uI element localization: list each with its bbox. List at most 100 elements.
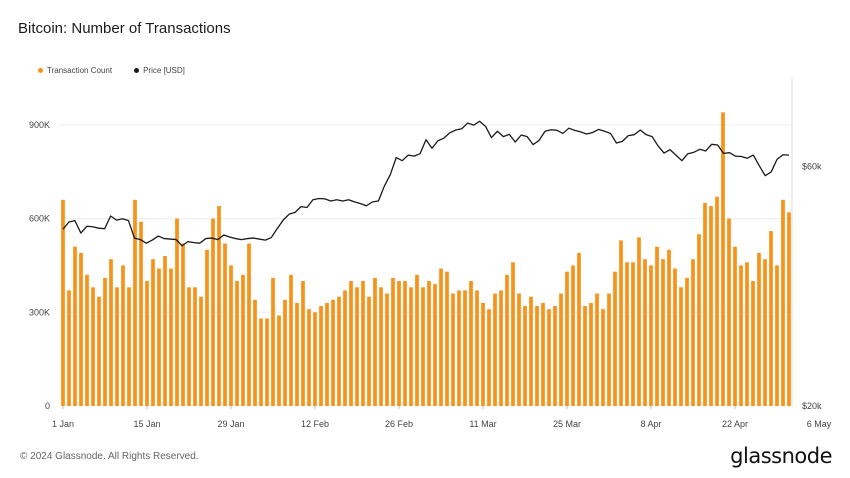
bar	[361, 281, 365, 406]
x-tick-label: 6 May	[807, 419, 832, 429]
bar	[529, 296, 533, 406]
x-tick-label: 29 Jan	[217, 419, 244, 429]
x-tick-label: 15 Jan	[133, 419, 160, 429]
bar	[379, 287, 383, 406]
legend-count-label: Transaction Count	[47, 66, 113, 75]
bar	[271, 277, 275, 406]
bar	[91, 287, 95, 406]
bar	[337, 296, 341, 406]
legend-item-price[interactable]: Price [USD]	[134, 66, 185, 75]
bar	[277, 315, 281, 406]
bar	[727, 218, 731, 406]
bar	[385, 293, 389, 406]
y-tick-label-left: 900K	[29, 120, 50, 130]
bar	[469, 281, 473, 406]
bar	[229, 265, 233, 406]
bar	[433, 284, 437, 406]
bar	[781, 199, 785, 406]
bar	[199, 296, 203, 406]
bar	[349, 281, 353, 406]
x-tick-label: 1 Jan	[52, 419, 74, 429]
bar	[211, 218, 215, 406]
bar	[661, 259, 665, 406]
bar	[223, 243, 227, 406]
bar	[787, 212, 791, 406]
bar	[295, 302, 299, 406]
bar	[709, 206, 713, 406]
bar	[151, 259, 155, 406]
bar	[451, 293, 455, 406]
legend-count-swatch	[38, 68, 43, 73]
bar	[157, 268, 161, 406]
bar	[85, 274, 89, 406]
bar	[607, 293, 611, 406]
legend-item-count[interactable]: Transaction Count	[38, 66, 112, 75]
bar	[763, 259, 767, 406]
y-tick-label-right: $20k	[802, 401, 822, 411]
y-tick-label-left: 600K	[29, 214, 50, 224]
bar	[73, 246, 77, 406]
bar	[373, 277, 377, 406]
bar	[703, 202, 707, 406]
bar	[181, 243, 185, 406]
bar	[121, 265, 125, 406]
bar	[289, 274, 293, 406]
bar	[565, 271, 569, 406]
bar	[715, 196, 719, 406]
bar	[253, 299, 257, 406]
bar	[169, 268, 173, 406]
chart-title: Bitcoin: Number of Transactions	[18, 20, 231, 37]
bar	[265, 318, 269, 406]
bar	[577, 252, 581, 406]
bar	[445, 271, 449, 406]
bar	[511, 262, 515, 406]
bar	[631, 262, 635, 406]
bar	[439, 268, 443, 406]
bar	[139, 221, 143, 406]
legend-price-swatch	[134, 68, 140, 73]
copyright: © 2024 Glassnode. All Rights Reserved.	[20, 451, 199, 462]
bar	[505, 274, 509, 406]
bar	[745, 262, 749, 406]
bar	[97, 296, 101, 406]
legend: Transaction Count Price [USD]	[38, 66, 185, 75]
bar	[247, 243, 251, 406]
bar	[547, 309, 551, 406]
bar	[583, 306, 587, 406]
x-tick-label: 26 Feb	[385, 419, 413, 429]
bar	[493, 293, 497, 406]
bar	[553, 306, 557, 406]
bar	[319, 306, 323, 406]
bar	[685, 277, 689, 406]
bar	[559, 293, 563, 406]
bar	[589, 302, 593, 406]
price-line	[62, 120, 790, 247]
bar	[415, 274, 419, 406]
bar	[481, 302, 485, 406]
bar	[403, 281, 407, 406]
bar	[637, 237, 641, 406]
bar	[487, 309, 491, 406]
bar	[757, 252, 761, 406]
bar	[109, 259, 113, 406]
bar	[721, 112, 725, 406]
bar	[619, 240, 623, 406]
bar	[127, 287, 131, 406]
bar	[517, 293, 521, 406]
bar	[571, 265, 575, 406]
bar	[613, 271, 617, 406]
y-tick-label-right: $60k	[802, 161, 822, 171]
x-tick-label: 22 Apr	[722, 419, 748, 429]
bar	[217, 206, 221, 406]
bar	[343, 290, 347, 406]
bar	[187, 287, 191, 406]
bar	[193, 287, 197, 406]
bar	[625, 262, 629, 406]
bar	[475, 290, 479, 406]
bar	[145, 281, 149, 406]
bar	[643, 259, 647, 406]
bar	[367, 296, 371, 406]
bar	[313, 312, 317, 406]
y-tick-label-left: 300K	[29, 307, 50, 317]
